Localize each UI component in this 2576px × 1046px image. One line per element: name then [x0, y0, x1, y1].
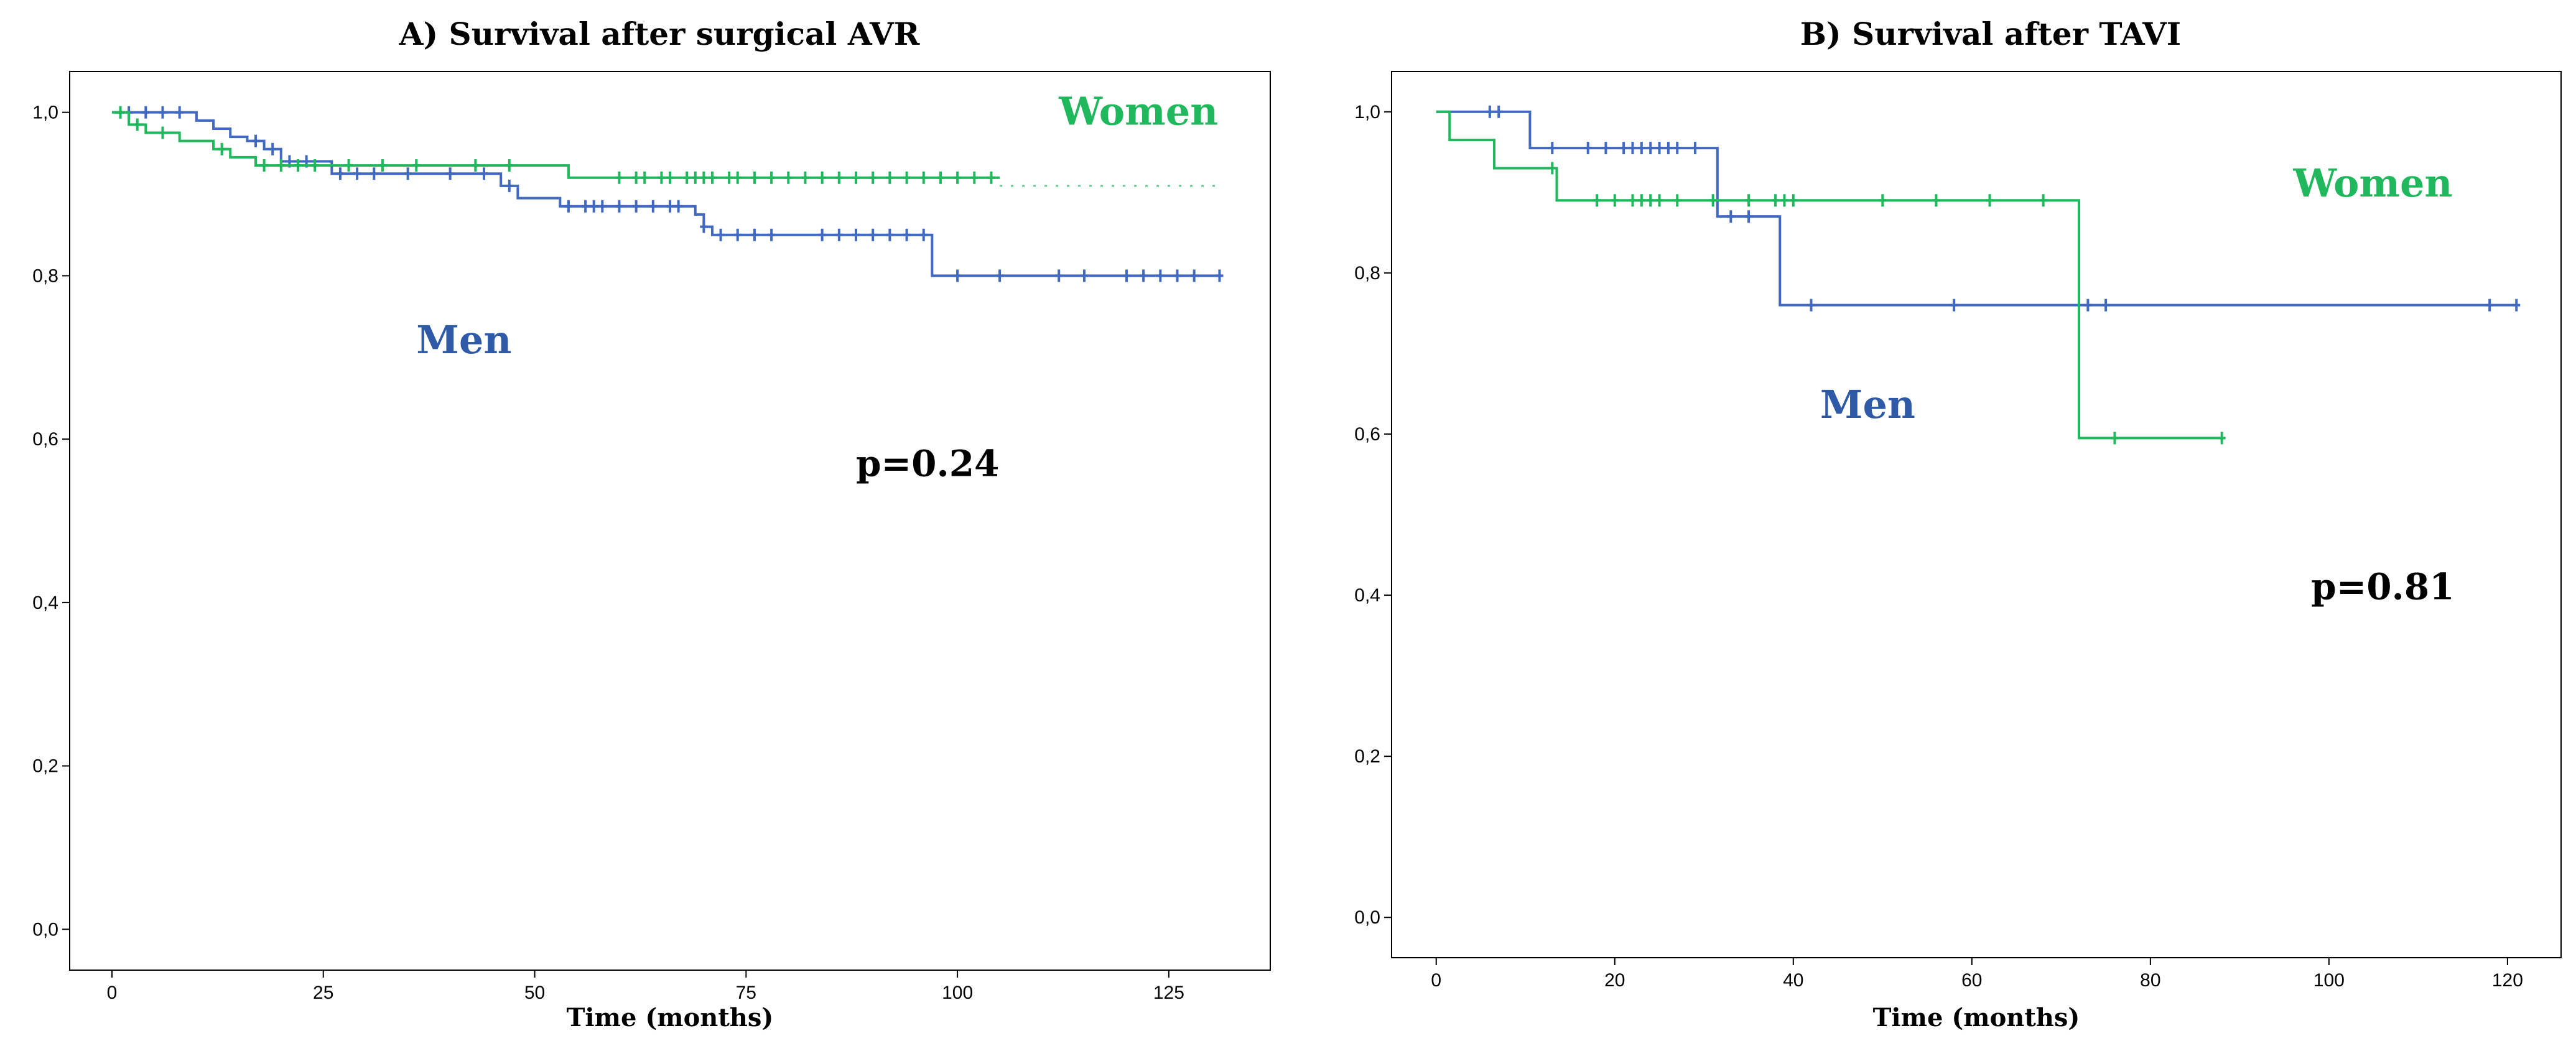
women-survival-curve	[111, 111, 1000, 179]
x-axis-ticks: 0 20 40 60 80 100 120	[1431, 958, 2523, 991]
men-label: Men	[1820, 382, 1915, 427]
chart-title: A) Survival after surgical AVR	[399, 16, 920, 52]
chart-title: B) Survival after TAVI	[1800, 16, 2181, 52]
y-tick-label: 0,8	[32, 266, 58, 286]
x-tick-label: 125	[1153, 983, 1184, 1003]
x-tick-label: 75	[736, 983, 756, 1003]
p-value-label: p=0.81	[2311, 566, 2454, 608]
annotations: Women Men p=0.81	[1820, 160, 2455, 608]
x-tick-label: 0	[1431, 970, 1441, 991]
x-tick-label: 120	[2492, 970, 2523, 991]
y-tick-label: 0,4	[32, 593, 58, 613]
x-tick-label: 60	[1961, 970, 1982, 991]
y-tick-label: 0,8	[1354, 263, 1380, 284]
men-survival-curve	[1436, 110, 2517, 307]
y-tick-label: 0,6	[1354, 424, 1380, 445]
x-tick-label: 25	[313, 983, 333, 1003]
x-tick-label: 50	[524, 983, 545, 1003]
y-tick-label: 1,0	[1354, 102, 1380, 123]
women-survival-curve	[1436, 110, 2222, 440]
men-survival-curve	[111, 111, 1220, 277]
y-tick-label: 0,2	[32, 756, 58, 777]
x-tick-label: 100	[2313, 970, 2345, 991]
x-axis-label: Time (months)	[1873, 1003, 2080, 1032]
y-tick-label: 0,2	[1354, 746, 1380, 767]
panel-tavi: B) Survival after TAVI 0 20 40 60 80 100 120 0…	[1354, 16, 2562, 1032]
women-label: Women	[1058, 88, 1218, 134]
men-label: Men	[416, 317, 511, 363]
x-axis-ticks: 0 25 50 75 100 125	[107, 970, 1184, 1003]
y-axis-ticks: 0,0 0,2 0,4 0,6 0,8 1,0	[1354, 102, 1392, 928]
y-tick-label: 0,0	[32, 919, 58, 940]
x-tick-label: 40	[1783, 970, 1803, 991]
survival-curves	[111, 106, 1224, 282]
panel-surgical-avr: A) Survival after surgical AVR 0 25 50 75 10…	[32, 16, 1271, 1032]
plot-frame	[1391, 71, 2562, 958]
y-tick-label: 1,0	[32, 103, 58, 123]
women-label: Women	[2292, 160, 2452, 206]
y-tick-label: 0,0	[1354, 907, 1380, 928]
p-value-label: p=0.24	[856, 442, 999, 484]
y-tick-label: 0,4	[1354, 585, 1380, 606]
annotations: Women Men p=0.24	[416, 88, 1218, 484]
survival-curves	[1436, 105, 2521, 445]
x-tick-label: 80	[2140, 970, 2160, 991]
x-axis-label: Time (months)	[567, 1003, 774, 1032]
x-tick-label: 100	[942, 983, 973, 1003]
x-tick-label: 20	[1604, 970, 1625, 991]
y-axis-ticks: 0,0 0,2 0,4 0,6 0,8 1,0	[32, 103, 70, 940]
plot-frame	[69, 71, 1271, 971]
y-tick-label: 0,6	[32, 429, 58, 450]
x-tick-label: 0	[107, 983, 118, 1003]
